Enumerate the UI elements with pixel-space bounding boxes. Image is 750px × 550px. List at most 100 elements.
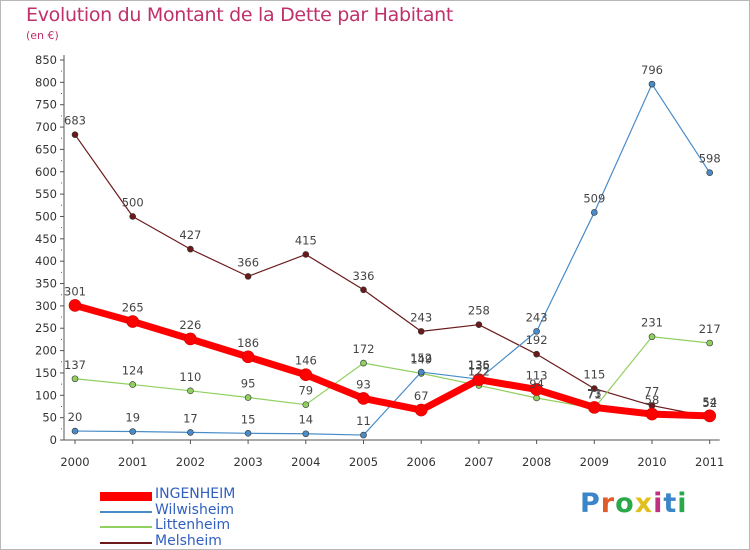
y-tick-label: 0 xyxy=(50,433,57,447)
y-tick-label: 300 xyxy=(35,299,57,313)
data-label-ingenheim: 265 xyxy=(122,301,144,315)
y-tick-label: 350 xyxy=(35,277,57,291)
data-label-ingenheim: 113 xyxy=(526,368,548,382)
data-point-melsheim xyxy=(244,273,252,280)
logo-letter: x xyxy=(634,488,654,519)
data-label-littenheim: 124 xyxy=(122,364,144,378)
data-label-littenheim: 94 xyxy=(529,377,544,391)
data-point-wilwisheim xyxy=(706,169,714,176)
data-point-ingenheim xyxy=(414,403,428,417)
data-point-ingenheim xyxy=(184,332,197,346)
legend-swatch-littenheim xyxy=(100,526,152,528)
logo-letter: t xyxy=(663,488,678,519)
chart-title: Evolution du Montant de la Dette par Hab… xyxy=(26,4,454,26)
legend-swatch-melsheim xyxy=(100,541,152,544)
y-tick-label: 100 xyxy=(35,388,57,402)
legend-label-wilwisheim: Wilwisheim xyxy=(155,501,234,518)
data-label-melsheim: 52 xyxy=(702,396,717,410)
data-point-wilwisheim xyxy=(417,368,425,376)
chart-unit-label: (en €) xyxy=(26,29,59,42)
series-melsheim xyxy=(71,131,714,421)
data-label-melsheim: 366 xyxy=(237,255,259,269)
x-tick-label: 2003 xyxy=(233,455,262,469)
legend-swatch-wilwisheim xyxy=(100,510,152,513)
data-point-ingenheim xyxy=(645,407,659,421)
data-label-wilwisheim: 509 xyxy=(583,191,605,205)
data-label-wilwisheim: 14 xyxy=(298,413,313,427)
data-label-littenheim: 217 xyxy=(699,322,721,336)
data-point-ingenheim xyxy=(126,315,139,328)
data-label-ingenheim: 186 xyxy=(237,336,259,350)
legend-swatch-ingenheim xyxy=(100,491,152,501)
data-point-littenheim xyxy=(71,375,79,383)
chart-axes: 0 50 100 150 200 250 300 350 400 450 500 550 600 650 7… xyxy=(35,53,724,469)
data-point-littenheim xyxy=(706,339,714,347)
data-label-ingenheim: 226 xyxy=(179,318,201,332)
data-label-melsheim: 258 xyxy=(468,304,490,318)
data-label-melsheim: 243 xyxy=(410,310,432,324)
y-tick-label: 750 xyxy=(35,98,57,112)
data-point-wilwisheim xyxy=(302,430,310,438)
data-point-littenheim xyxy=(648,333,656,341)
y-tick-label: 500 xyxy=(35,209,57,223)
x-tick-label: 2010 xyxy=(637,455,666,469)
data-label-ingenheim: 93 xyxy=(356,377,371,391)
series-line-ingenheim xyxy=(74,302,710,420)
data-label-ingenheim: 54 xyxy=(702,395,717,409)
x-tick-label: 2004 xyxy=(291,455,320,469)
data-point-littenheim xyxy=(244,394,252,401)
data-label-littenheim: 79 xyxy=(298,384,313,398)
data-point-ingenheim xyxy=(357,392,370,405)
data-label-melsheim: 192 xyxy=(526,333,548,347)
y-tick-label: 250 xyxy=(35,321,57,335)
data-label-melsheim: 115 xyxy=(583,368,605,382)
data-label-littenheim: 95 xyxy=(241,377,256,391)
data-label-wilwisheim: 598 xyxy=(699,152,721,166)
legend-label-melsheim: Melsheim xyxy=(155,532,222,549)
x-tick-label: 2001 xyxy=(118,455,147,469)
chart-series xyxy=(68,80,717,439)
data-point-ingenheim xyxy=(530,383,543,396)
data-point-littenheim xyxy=(302,401,310,408)
chart-data-labels: 683 500 427 366 415 336 243 258 192 115 77 52 137 124… xyxy=(64,63,721,428)
data-label-littenheim: 122 xyxy=(468,364,490,378)
data-label-littenheim: 231 xyxy=(641,316,663,330)
data-label-littenheim: 149 xyxy=(410,352,432,366)
x-tick-label: 2002 xyxy=(176,455,205,469)
x-tick-label: 2005 xyxy=(349,455,378,469)
data-point-wilwisheim xyxy=(533,328,540,335)
legend-label-littenheim: Littenheim xyxy=(155,517,231,533)
data-label-littenheim: 110 xyxy=(179,370,201,384)
data-point-littenheim xyxy=(533,394,540,402)
logo-letter: i xyxy=(653,488,664,519)
y-tick-label: 700 xyxy=(35,120,57,134)
data-point-ingenheim xyxy=(68,299,82,312)
x-tick-label: 2007 xyxy=(464,455,493,469)
data-point-melsheim xyxy=(533,350,540,358)
data-point-littenheim xyxy=(187,387,194,395)
y-tick-label: 850 xyxy=(35,53,57,67)
legend-label-ingenheim: INGENHEIM xyxy=(155,486,236,502)
data-point-melsheim xyxy=(302,251,310,258)
data-point-ingenheim xyxy=(703,409,717,423)
proxiti-logo: Proxiti xyxy=(580,488,688,519)
data-label-wilwisheim: 17 xyxy=(183,411,198,425)
data-point-wilwisheim xyxy=(129,428,136,435)
data-label-wilwisheim: 11 xyxy=(356,414,371,428)
series-line-littenheim xyxy=(74,336,710,409)
logo-letter: P xyxy=(580,488,601,519)
data-point-ingenheim xyxy=(472,373,486,386)
data-point-wilwisheim xyxy=(648,80,656,88)
data-point-melsheim xyxy=(417,328,425,335)
data-point-wilwisheim xyxy=(590,209,598,216)
data-label-wilwisheim: 243 xyxy=(526,310,548,324)
y-tick-label: 800 xyxy=(35,75,57,89)
data-label-ingenheim: 67 xyxy=(414,389,429,403)
data-label-melsheim: 683 xyxy=(64,114,86,128)
data-label-wilwisheim: 796 xyxy=(641,63,663,77)
data-point-wilwisheim xyxy=(244,429,252,437)
data-label-ingenheim: 58 xyxy=(645,393,660,407)
data-label-melsheim: 500 xyxy=(122,195,144,209)
